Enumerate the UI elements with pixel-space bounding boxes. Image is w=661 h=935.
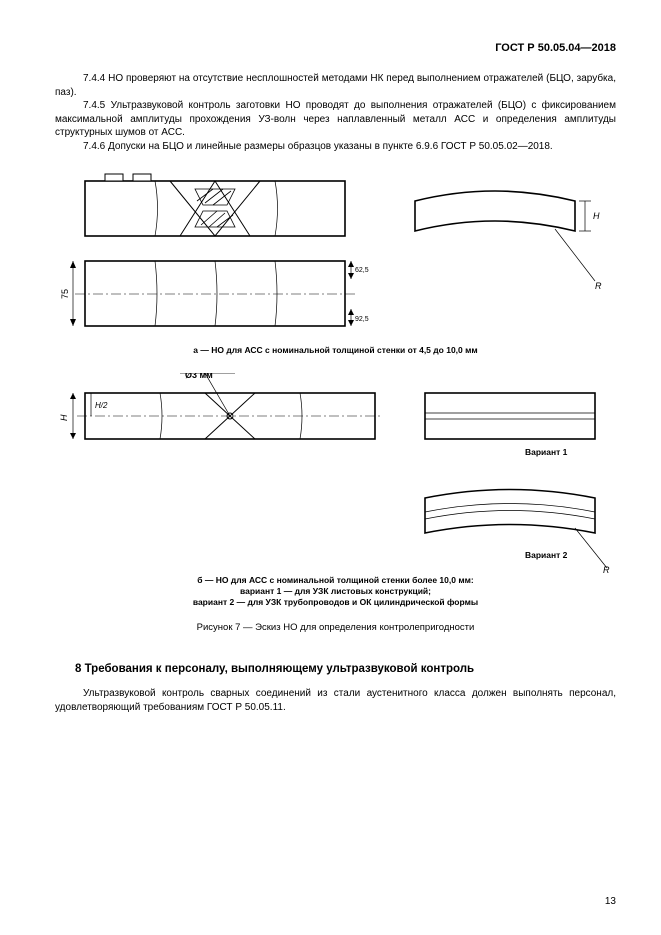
para-7-4-5: 7.4.5 Ультразвуковой контроль заготовки … [55, 99, 616, 140]
svg-text:75: 75 [60, 289, 70, 299]
svg-text:R: R [595, 281, 602, 291]
svg-text:Вариант 1: Вариант 1 [525, 447, 568, 457]
caption-b-line2: вариант 1 — для УЗК листовых конструкций… [55, 586, 616, 597]
section-8-para: Ультразвуковой контроль сварных соединен… [55, 687, 616, 714]
doc-header: ГОСТ Р 50.05.04—2018 [55, 42, 616, 54]
svg-text:H: H [59, 414, 69, 421]
figure-title: Рисунок 7 — Эскиз НО для определения кон… [55, 622, 616, 633]
svg-text:H: H [593, 211, 600, 221]
figure-b-svg: Ø3 мм H H/2 Вариант 1 R Вариант [55, 373, 615, 573]
para-7-4-4: 7.4.4 НО проверяют на отсутствие несплош… [55, 72, 616, 99]
caption-b-line3: вариант 2 — для УЗК трубопроводов и ОК ц… [55, 597, 616, 608]
para-7-4-6: 7.4.6 Допуски на БЦО и линейные размеры … [55, 140, 616, 154]
caption-b: б — НО для АСС с номинальной толщиной ст… [55, 575, 616, 608]
svg-text:62,5: 62,5 [355, 267, 369, 274]
section-8-title: 8 Требования к персоналу, выполняющему у… [75, 663, 616, 675]
page: ГОСТ Р 50.05.04—2018 7.4.4 НО проверяют … [0, 0, 661, 935]
body-text-block: 7.4.4 НО проверяют на отсутствие несплош… [55, 72, 616, 153]
svg-text:H/2: H/2 [95, 401, 108, 410]
figure-b: Ø3 мм H H/2 Вариант 1 R Вариант [55, 373, 616, 573]
page-number: 13 [605, 896, 616, 907]
caption-a: а — НО для АСС с номинальной толщиной ст… [55, 345, 616, 355]
figure-a: H R 75 62,5 [55, 171, 616, 341]
section-8-text-block: Ультразвуковой контроль сварных соединен… [55, 687, 616, 714]
svg-text:Вариант 2: Вариант 2 [525, 550, 568, 560]
svg-text:92,5: 92,5 [355, 316, 369, 323]
svg-text:R: R [603, 565, 610, 573]
caption-b-line1: б — НО для АСС с номинальной толщиной ст… [55, 575, 616, 586]
figure-a-svg: H R 75 62,5 [55, 171, 615, 341]
svg-text:Ø3 мм: Ø3 мм [185, 373, 213, 380]
